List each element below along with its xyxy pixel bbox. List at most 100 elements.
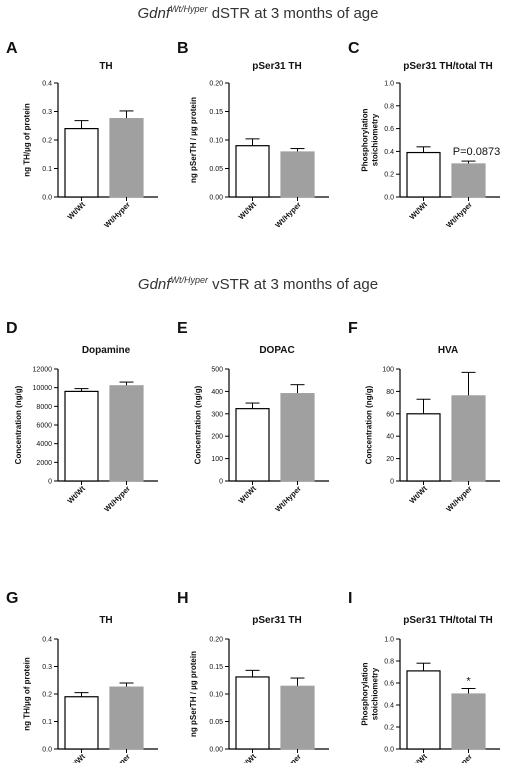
x-tick-label: Wt/Hyper: [444, 752, 474, 763]
panel-letter: E: [177, 320, 188, 337]
panel-letter: F: [348, 320, 358, 337]
x-tick-label: Wt/Hyper: [444, 484, 474, 514]
panel-letter: D: [6, 320, 18, 337]
y-tick-label: 0.2: [384, 725, 394, 732]
panel-letter: A: [6, 40, 18, 57]
y-tick-label: 0.00: [209, 195, 223, 202]
y-tick-label: 10000: [33, 385, 53, 392]
y-tick-label: 60: [386, 411, 394, 418]
y-tick-label: 300: [211, 411, 223, 418]
y-tick-label: 0.2: [42, 138, 52, 145]
y-tick-label: 0.10: [209, 692, 223, 699]
x-tick-label: Wt/Hyper: [102, 200, 132, 230]
x-tick-label: Wt/Wt: [237, 484, 259, 506]
y-axis-label: ng TH/µg of protein: [22, 657, 31, 731]
bar-wt-wt: [64, 696, 99, 750]
y-tick-label: 0.6: [384, 126, 394, 133]
y-axis-label: Concentration (ng/g): [14, 385, 23, 464]
y-tick-label: 0: [219, 479, 223, 486]
y-tick-label: 0.1: [42, 166, 52, 173]
x-tick-label: Wt/Hyper: [273, 200, 303, 230]
y-tick-label: 0.1: [42, 719, 52, 726]
x-tick-label: Wt/Hyper: [102, 484, 132, 514]
bar-wt-wt: [64, 128, 99, 198]
y-tick-label: 80: [386, 389, 394, 396]
bar-wt-hyper: [280, 393, 315, 482]
x-tick-label: Wt/Hyper: [444, 200, 474, 230]
chart-title: TH: [99, 61, 112, 72]
x-tick-label: Wt/Wt: [66, 484, 88, 506]
chart-title: pSer31 TH: [252, 61, 301, 72]
y-axis-label: ng TH/µg of protein: [22, 103, 31, 177]
bar-wt-wt: [235, 408, 270, 482]
bar-wt-hyper: [451, 693, 486, 750]
y-tick-label: 0.2: [42, 692, 52, 699]
section-titles: GdnfWt/Hyper dSTR at 3 months of age Gdnf…: [138, 4, 379, 293]
x-tick-label: Wt/Wt: [237, 200, 259, 222]
panel-f: F HVA 0 20 40 60 80 100 Concentration (ng/g) Wt/W…: [348, 320, 500, 514]
y-tick-label: 20: [386, 456, 394, 463]
significance-annotation: *: [466, 676, 471, 688]
panel-g: G TH 0.0 0.1 0.2 0.3 0.4 ng TH/µg of protein Wt/…: [6, 590, 158, 763]
x-tick-label: Wt/Wt: [408, 484, 430, 506]
y-tick-label: 0.4: [384, 703, 394, 710]
section-title: GdnfWt/Hyper dSTR at 3 months of age: [138, 4, 379, 22]
y-axis-label: Phosphorylationstoichiometry: [360, 108, 379, 171]
y-tick-label: 0.20: [209, 81, 223, 88]
bar-wt-hyper: [451, 163, 486, 198]
chart-title: pSer31 TH/total TH: [403, 61, 492, 72]
x-tick-label: Wt/Wt: [408, 752, 430, 763]
y-tick-label: 0.2: [384, 172, 394, 179]
y-axis-label: Phosphorylationstoichiometry: [360, 662, 379, 725]
y-axis-label: ng pSerTH / µg protein: [189, 97, 198, 183]
panel-letter: H: [177, 590, 189, 607]
y-tick-label: 0.0: [42, 747, 52, 754]
bar-wt-hyper: [451, 395, 486, 482]
y-tick-label: 500: [211, 367, 223, 374]
x-tick-label: Wt/Wt: [237, 752, 259, 763]
panel-a: A TH 0.0 0.1 0.2 0.3 0.4 ng TH/µg of protein Wt/…: [6, 40, 158, 230]
y-tick-label: 0.05: [209, 166, 223, 173]
chart-title: DOPAC: [259, 345, 294, 356]
y-tick-label: 200: [211, 434, 223, 441]
y-tick-label: 0.8: [384, 103, 394, 110]
chart-title: Dopamine: [82, 345, 131, 356]
y-tick-label: 1.0: [384, 637, 394, 644]
y-tick-label: 4000: [36, 441, 52, 448]
y-tick-label: 40: [386, 434, 394, 441]
chart-title: pSer31 TH: [252, 615, 301, 626]
y-tick-label: 0: [390, 479, 394, 486]
panels: A TH 0.0 0.1 0.2 0.3 0.4 ng TH/µg of protein Wt/…: [6, 40, 500, 763]
y-tick-label: 6000: [36, 423, 52, 430]
y-tick-label: 0.15: [209, 664, 223, 671]
x-tick-label: Wt/Wt: [408, 200, 430, 222]
bar-wt-hyper: [109, 118, 144, 198]
y-tick-label: 1.0: [384, 81, 394, 88]
y-tick-label: 0.4: [384, 149, 394, 156]
panel-letter: C: [348, 40, 360, 57]
bar-wt-hyper: [109, 385, 144, 482]
panel-letter: I: [348, 590, 352, 607]
y-tick-label: 0.3: [42, 664, 52, 671]
y-tick-label: 0.8: [384, 659, 394, 666]
y-tick-label: 0.15: [209, 109, 223, 116]
y-tick-label: 0: [48, 479, 52, 486]
chart-title: TH: [99, 615, 112, 626]
y-tick-label: 0.6: [384, 681, 394, 688]
bar-wt-hyper: [280, 685, 315, 750]
bar-wt-wt: [406, 151, 441, 198]
bar-wt-wt: [64, 390, 99, 482]
significance-annotation: P=0.0873: [453, 146, 500, 158]
y-tick-label: 0.05: [209, 719, 223, 726]
y-tick-label: 100: [382, 367, 394, 374]
x-tick-label: Wt/Wt: [66, 200, 88, 222]
chart-title: pSer31 TH/total TH: [403, 615, 492, 626]
y-tick-label: 0.0: [384, 195, 394, 202]
y-tick-label: 0.20: [209, 637, 223, 644]
x-tick-label: Wt/Hyper: [273, 484, 303, 514]
